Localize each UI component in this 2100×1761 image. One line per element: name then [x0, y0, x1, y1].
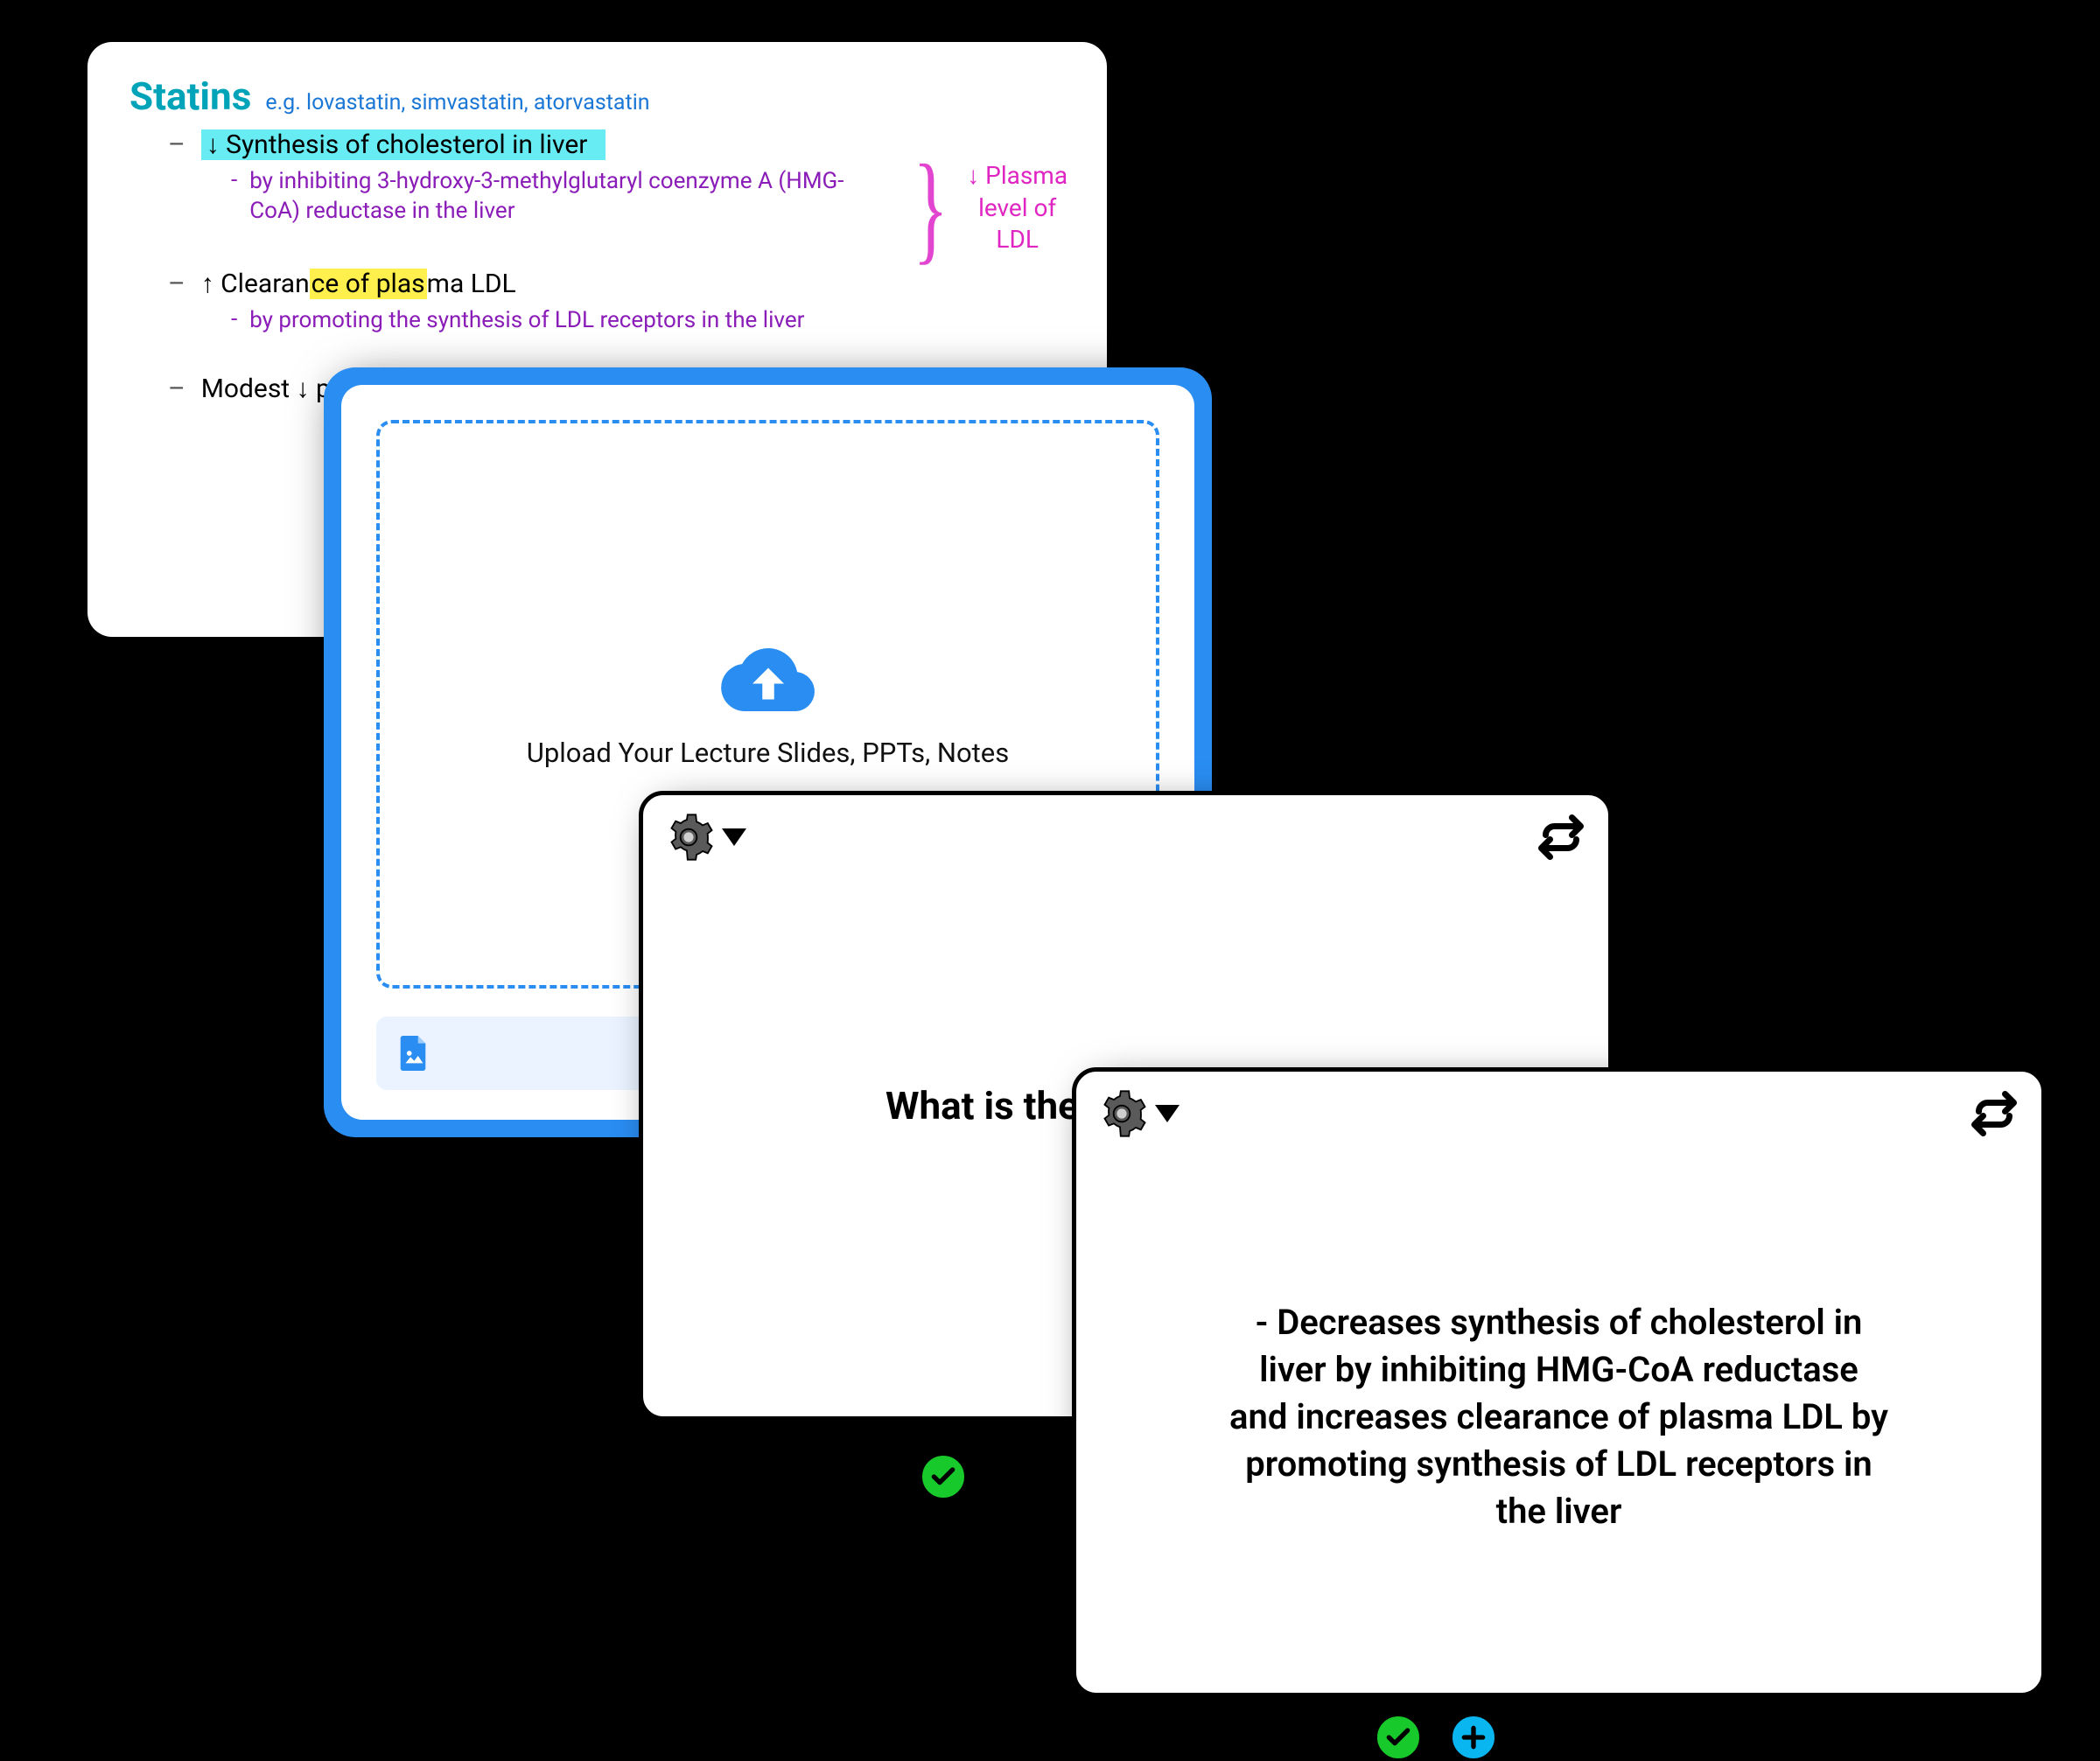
flashcard2-badges — [1374, 1713, 1498, 1761]
bullet-dash: – — [168, 129, 186, 160]
check-icon — [1384, 1723, 1412, 1751]
sub-bullet-dash: - — [231, 167, 237, 193]
notes-title: Statins — [130, 73, 251, 119]
upload-prompt-text: Upload Your Lecture Slides, PPTs, Notes — [527, 737, 1010, 769]
stage: Statins e.g. lovastatin, simvastatin, at… — [0, 0, 2100, 1761]
cloud-upload-icon — [720, 640, 816, 719]
notes-subtitle: e.g. lovastatin, simvastatin, atorvastat… — [265, 90, 649, 115]
flashcard-answer[interactable]: - Decreases synthesis of cholesterol in … — [1072, 1067, 2046, 1697]
notes-item-1-sub: by inhibiting 3-hydroxy-3-methylglutaryl… — [249, 167, 853, 227]
annotation-text: ↓ Plasma level of LDL — [967, 160, 1068, 255]
bullet-dash: – — [168, 269, 186, 299]
plus-icon — [1460, 1723, 1488, 1751]
flashcard1-badges — [919, 1452, 968, 1501]
correct-badge[interactable] — [919, 1452, 968, 1501]
notes-item-2-sub: by promoting the synthesis of LDL recept… — [249, 306, 804, 336]
check-icon — [929, 1463, 957, 1491]
image-file-icon — [397, 1036, 429, 1071]
flashcard-answer-text: - Decreases synthesis of cholesterol in … — [1227, 1299, 1892, 1535]
add-badge[interactable] — [1449, 1713, 1498, 1761]
sub-bullet-dash: - — [231, 306, 237, 332]
bullet-dash: – — [168, 374, 186, 404]
notes-item-2: ↑ Clearance of plasma LDL — [201, 269, 516, 299]
notes-annotation: } ↓ Plasma level of LDL — [901, 147, 1068, 269]
notes-item-3: Modest ↓ pl — [201, 374, 337, 404]
correct-badge[interactable] — [1374, 1713, 1423, 1761]
curly-brace: } — [913, 147, 948, 269]
notes-item-1: ↓ Synthesis of cholesterol in liver — [201, 129, 606, 160]
